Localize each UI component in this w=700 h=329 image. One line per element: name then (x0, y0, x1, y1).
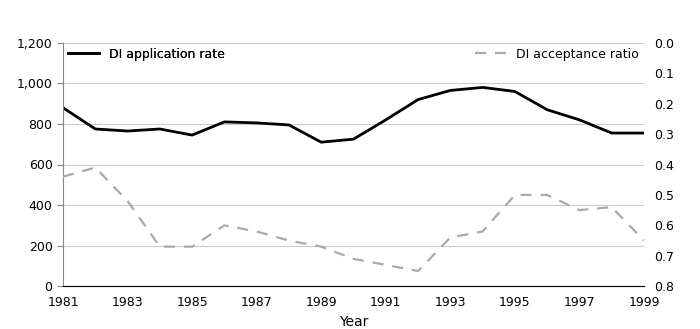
DI application rate (608, 131, 616, 135)
DI application rate (640, 131, 648, 135)
DI application rate (123, 129, 132, 133)
DI acceptance ratio (478, 230, 486, 234)
DI acceptance ratio (543, 193, 552, 197)
DI application rate (349, 137, 358, 141)
DI acceptance ratio (575, 208, 584, 212)
DI acceptance ratio (446, 236, 454, 240)
DI application rate (285, 123, 293, 127)
DI application rate (59, 106, 67, 110)
DI application rate (220, 120, 229, 124)
Line: DI acceptance ratio: DI acceptance ratio (63, 167, 644, 271)
DI acceptance ratio (317, 245, 326, 249)
Line: DI application rate: DI application rate (63, 88, 644, 142)
DI application rate (188, 133, 196, 137)
DI acceptance ratio (382, 263, 390, 267)
DI acceptance ratio (349, 257, 358, 261)
DI acceptance ratio (91, 165, 99, 169)
DI acceptance ratio (414, 269, 422, 273)
DI application rate (511, 89, 519, 93)
DI acceptance ratio (608, 205, 616, 209)
DI application rate (575, 118, 584, 122)
DI application rate (478, 86, 486, 89)
DI acceptance ratio (59, 175, 67, 179)
DI application rate (155, 127, 164, 131)
DI acceptance ratio (285, 239, 293, 242)
Legend: DI acceptance ratio: DI acceptance ratio (470, 43, 644, 66)
DI application rate (91, 127, 99, 131)
X-axis label: Year: Year (339, 315, 368, 329)
DI application rate (253, 121, 261, 125)
DI application rate (414, 98, 422, 102)
DI acceptance ratio (123, 199, 132, 203)
DI application rate (543, 108, 552, 112)
DI acceptance ratio (188, 245, 196, 249)
DI application rate (446, 89, 454, 92)
DI acceptance ratio (640, 239, 648, 242)
DI acceptance ratio (253, 230, 261, 234)
DI acceptance ratio (511, 193, 519, 197)
DI acceptance ratio (220, 223, 229, 227)
Legend: DI application rate: DI application rate (63, 43, 230, 66)
DI acceptance ratio (155, 245, 164, 249)
DI application rate (382, 118, 390, 122)
DI application rate (317, 140, 326, 144)
